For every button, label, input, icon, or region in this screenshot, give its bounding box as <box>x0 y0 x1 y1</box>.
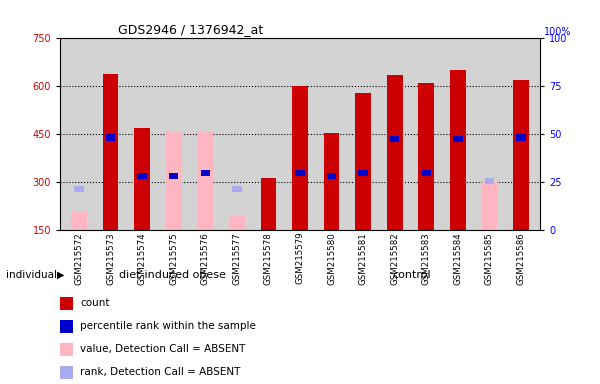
Bar <box>387 75 403 230</box>
Bar <box>197 131 213 230</box>
Bar <box>482 182 497 230</box>
Bar <box>106 134 115 141</box>
Text: control: control <box>392 270 431 280</box>
Bar <box>292 86 308 230</box>
Bar <box>295 170 305 176</box>
FancyBboxPatch shape <box>60 366 73 379</box>
Bar <box>517 134 526 141</box>
Text: GDS2946 / 1376942_at: GDS2946 / 1376942_at <box>118 23 263 36</box>
Bar <box>453 136 463 142</box>
Bar <box>418 83 434 230</box>
FancyBboxPatch shape <box>60 343 73 356</box>
Bar <box>166 131 182 230</box>
Text: 100%: 100% <box>544 27 572 37</box>
Text: diet-induced obese: diet-induced obese <box>119 270 226 280</box>
Bar <box>485 177 494 184</box>
Bar <box>103 74 118 230</box>
Bar <box>169 173 178 179</box>
Bar <box>358 170 368 176</box>
Bar <box>200 170 210 176</box>
Text: percentile rank within the sample: percentile rank within the sample <box>80 321 256 331</box>
Bar <box>355 93 371 230</box>
Bar <box>450 70 466 230</box>
Bar <box>71 211 87 230</box>
Bar <box>327 173 337 179</box>
Bar <box>134 128 150 230</box>
FancyBboxPatch shape <box>60 320 73 333</box>
FancyBboxPatch shape <box>60 297 73 310</box>
Bar <box>323 133 340 230</box>
Bar <box>422 170 431 176</box>
Bar <box>229 216 245 230</box>
Text: count: count <box>80 298 110 308</box>
Bar <box>74 185 83 192</box>
Text: individual: individual <box>6 270 57 280</box>
Bar <box>513 80 529 230</box>
Bar <box>232 185 242 192</box>
Bar <box>137 173 147 179</box>
Text: value, Detection Call = ABSENT: value, Detection Call = ABSENT <box>80 344 246 354</box>
Bar <box>390 136 400 142</box>
Bar <box>260 177 277 230</box>
Text: ▶: ▶ <box>57 270 65 280</box>
Text: rank, Detection Call = ABSENT: rank, Detection Call = ABSENT <box>80 367 241 377</box>
